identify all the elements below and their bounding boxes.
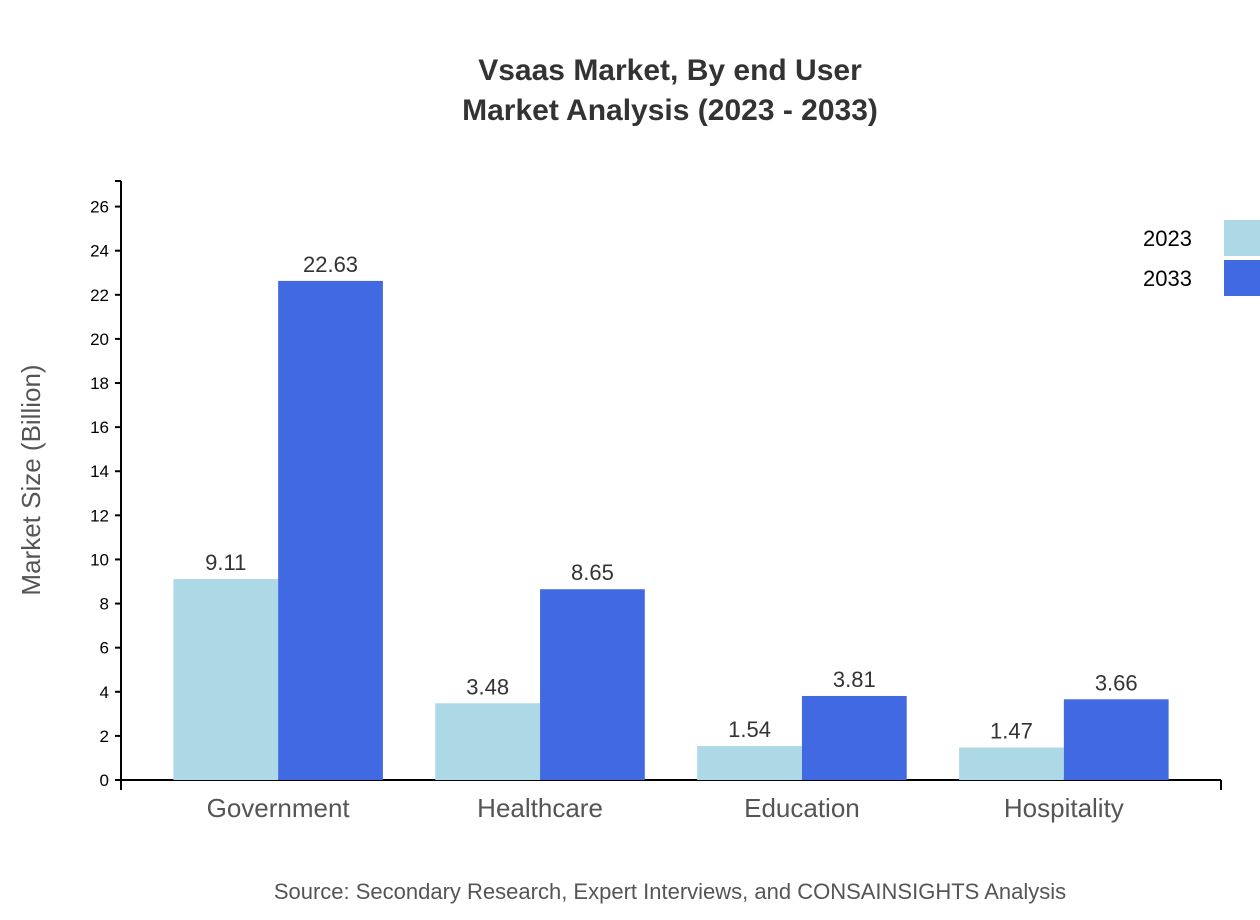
y-tick-label: 4 <box>100 683 109 702</box>
chart-title: Vsaas Market, By end User <box>478 54 862 87</box>
y-tick-label: 10 <box>90 550 109 569</box>
bar-2023-education <box>697 746 802 780</box>
y-tick-label: 16 <box>90 418 109 437</box>
legend: 2023 2033 <box>1143 220 1260 296</box>
bar-2023-hospitality <box>959 747 1064 780</box>
y-tick-label: 18 <box>90 374 109 393</box>
data-label: 9.11 <box>205 550 246 575</box>
data-label: 1.54 <box>728 717 771 742</box>
x-tick-label: Government <box>207 793 351 823</box>
bar-2023-government <box>173 579 279 780</box>
bar-2033-healthcare <box>540 589 645 780</box>
data-label: 3.66 <box>1095 670 1138 695</box>
x-tick-label: Education <box>744 793 860 823</box>
bars: 9.11 22.63 3.48 8.65 1.54 3.81 1.47 3.66 <box>173 252 1169 780</box>
data-label: 3.81 <box>833 667 876 692</box>
y-tick-label: 0 <box>100 771 109 790</box>
y-tick-label: 6 <box>100 639 109 658</box>
legend-label: 2023 <box>1143 226 1192 251</box>
y-tick-label: 24 <box>90 242 109 261</box>
y-axis-label: Market Size (Billion) <box>16 364 46 595</box>
bar-2033-education <box>801 695 907 780</box>
y-tick-label: 12 <box>90 506 109 525</box>
y-tick-label: 26 <box>90 198 109 217</box>
legend-label: 2033 <box>1143 266 1192 291</box>
data-label: 3.48 <box>466 674 509 699</box>
y-tick-label: 14 <box>90 462 109 481</box>
data-label: 8.65 <box>571 560 614 585</box>
data-label: 22.63 <box>303 252 358 277</box>
x-tick-label: Hospitality <box>1004 793 1124 823</box>
bar-2033-hospitality <box>1063 699 1169 780</box>
x-tick-label: Healthcare <box>477 793 603 823</box>
data-label: 1.47 <box>990 719 1033 744</box>
source-note: Source: Secondary Research, Expert Inter… <box>274 879 1066 904</box>
legend-swatch-2033 <box>1224 260 1260 296</box>
x-axis: Government Healthcare Education Hospitality <box>120 779 1222 823</box>
chart-subtitle: Market Analysis (2023 - 2033) <box>462 94 878 127</box>
y-tick-label: 22 <box>90 286 109 305</box>
y-tick-label: 2 <box>100 727 109 746</box>
bar-2023-healthcare <box>435 703 541 780</box>
legend-swatch-2023 <box>1224 220 1260 256</box>
y-tick-label: 8 <box>100 595 109 614</box>
y-tick-label: 20 <box>90 330 109 349</box>
bar-2033-government <box>278 280 383 780</box>
